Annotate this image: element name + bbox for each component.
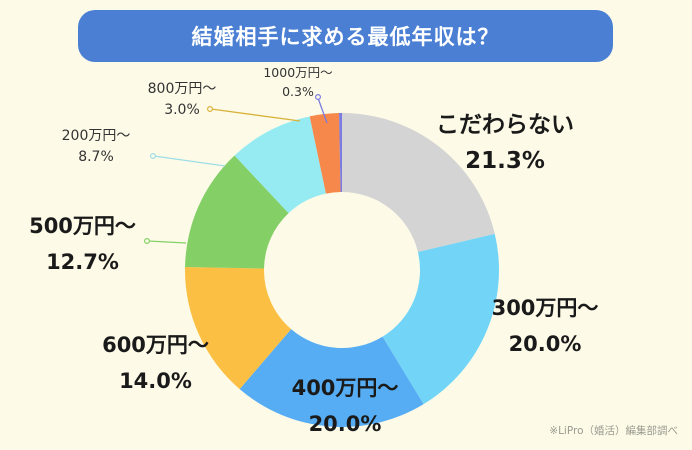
label-1000man: 1000万円～ 0.3% — [263, 65, 333, 99]
leader-lines — [144, 93, 328, 245]
donut-segment-2 — [239, 329, 424, 427]
donut-segment-0 — [342, 113, 495, 253]
leader-dot-1000 — [315, 93, 322, 100]
donut-segment-6 — [309, 113, 341, 194]
leader-dot-200 — [150, 153, 157, 160]
donut-segment-4 — [185, 155, 289, 269]
leader-line-500 — [147, 240, 187, 244]
leader-line-800 — [210, 108, 301, 122]
donut-segments — [185, 113, 499, 427]
chart-title-banner: 結婚相手に求める最低年収は？ — [78, 10, 613, 62]
label-kodawaranai: こだわらない 21.3% — [436, 112, 574, 175]
label-300man: 300万円～ 20.0% — [491, 296, 599, 356]
leader-line-200 — [153, 155, 226, 167]
label-600man: 600万円～ 14.0% — [102, 333, 209, 393]
leader-line-1000 — [317, 97, 328, 124]
label-200man: 200万円～ 8.7% — [61, 128, 131, 165]
leader-dot-800 — [207, 105, 214, 112]
label-500man: 500万円～ 12.7% — [29, 214, 136, 274]
label-400man: 400万円～ 20.0% — [291, 376, 399, 436]
donut-segment-3 — [185, 267, 292, 390]
source-note: ※LiPro（婚活）編集部調べ — [549, 425, 678, 437]
chart-title: 結婚相手に求める最低年収は？ — [191, 25, 500, 49]
label-800man: 800万円～ 3.0% — [147, 81, 217, 118]
donut-segment-1 — [382, 233, 499, 405]
donut-segment-7 — [339, 113, 342, 193]
leader-dot-500 — [144, 238, 151, 245]
donut-segment-5 — [234, 116, 326, 214]
